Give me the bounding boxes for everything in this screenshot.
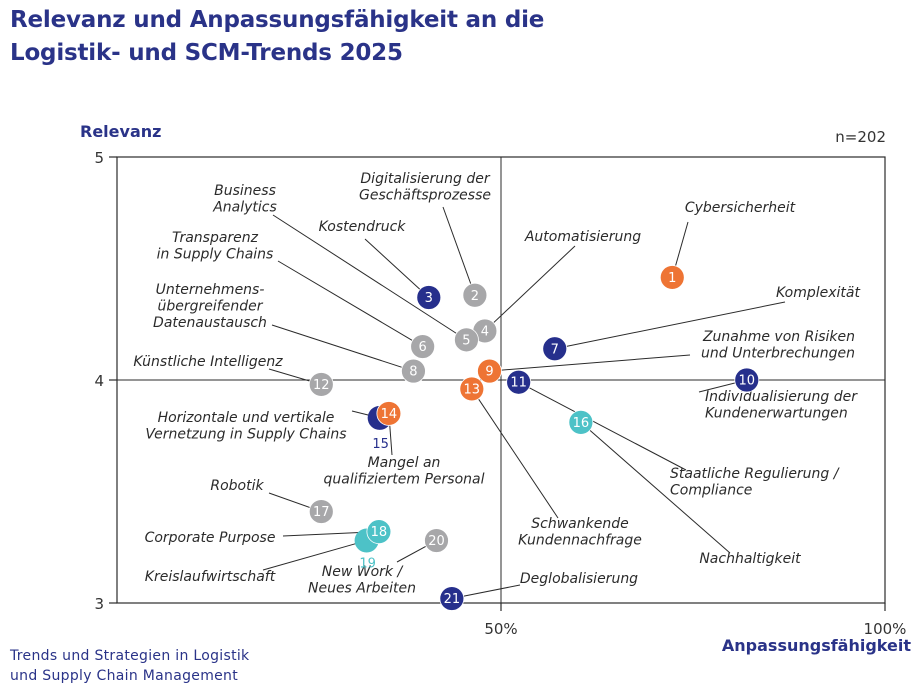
data-point-label: 10 xyxy=(738,374,755,389)
y-tick-label: 4 xyxy=(94,372,104,390)
trend-label: Künstliche Intelligenz xyxy=(133,354,283,370)
data-point-label: 17 xyxy=(313,505,330,520)
data-point xyxy=(410,334,436,359)
trend-label: Geschäftsprozesse xyxy=(359,188,491,204)
data-point xyxy=(376,401,402,426)
chart-title-line-1: Relevanz und Anpassungsfähigkeit an die xyxy=(10,7,545,33)
data-point xyxy=(506,369,532,395)
data-point-label: 7 xyxy=(551,342,559,357)
data-point-label: 16 xyxy=(573,416,590,431)
source-footer: Trends und Strategien in Logistik und Su… xyxy=(10,646,249,686)
leader-line xyxy=(277,260,423,347)
trend-label: Automatisierung xyxy=(524,229,641,245)
trend-label: Individualisierung der xyxy=(705,389,858,405)
trend-label: übergreifender xyxy=(158,299,264,315)
chart-title-line-2: Logistik- und SCM-Trends 2025 xyxy=(10,40,403,66)
trend-label: Analytics xyxy=(212,200,277,216)
data-point-label: 2 xyxy=(471,289,479,304)
data-point xyxy=(568,409,594,435)
trend-label: Schwankende xyxy=(531,516,628,532)
data-point xyxy=(366,519,392,545)
x-tick-label: 100% xyxy=(864,620,907,638)
data-point-label: 6 xyxy=(419,340,427,355)
trend-label: Robotik xyxy=(210,478,264,494)
source-footer-line-2: und Supply Chain Management xyxy=(10,668,239,684)
leader-line xyxy=(518,381,687,471)
data-point-label: 20 xyxy=(428,534,445,549)
data-point-label: 3 xyxy=(425,291,433,306)
leader-line xyxy=(554,301,786,350)
trend-label: Unternehmens- xyxy=(156,282,265,298)
trend-label: Vernetzung in Supply Chains xyxy=(145,427,346,443)
leader-line xyxy=(262,540,367,571)
leader-line xyxy=(484,245,576,332)
trend-label: Kundennachfrage xyxy=(518,533,642,549)
trend-label: Nachhaltigkeit xyxy=(699,551,801,567)
x-axis-title: Anpassungsfähigkeit xyxy=(722,636,911,655)
data-point xyxy=(401,358,426,384)
data-point-label: 14 xyxy=(381,407,398,422)
data-point-label: 21 xyxy=(444,592,461,607)
leader-line xyxy=(364,238,430,298)
trend-label: Horizontale und vertikale xyxy=(158,410,335,426)
data-point xyxy=(424,528,449,553)
trend-label: Digitalisierung der xyxy=(360,171,490,187)
data-point xyxy=(659,265,685,290)
data-point xyxy=(308,372,334,397)
y-axis-title: Relevanz xyxy=(80,122,161,141)
trend-label: Staatliche Regulierung / xyxy=(670,466,840,482)
trend-label: Mangel an xyxy=(368,455,441,471)
data-point-label: 4 xyxy=(481,324,489,339)
trend-label: Transparenz xyxy=(172,230,259,246)
data-point-label: 1 xyxy=(668,271,676,286)
data-point-label: 13 xyxy=(464,382,481,397)
trend-label: New Work / xyxy=(322,564,404,580)
data-point xyxy=(477,358,502,384)
data-point xyxy=(416,285,442,310)
leader-line xyxy=(442,206,476,296)
trend-label: Compliance xyxy=(670,483,752,499)
leader-line xyxy=(272,214,467,341)
data-point xyxy=(542,336,568,362)
trend-label: Kostendruck xyxy=(319,219,407,235)
trend-label: in Supply Chains xyxy=(157,247,274,263)
trend-label: Deglobalisierung xyxy=(520,571,638,587)
x-tick-label: 50% xyxy=(484,620,517,638)
data-point-label: 18 xyxy=(371,525,388,540)
data-point xyxy=(308,499,334,524)
data-point-label: 12 xyxy=(313,378,330,393)
leader-line xyxy=(489,354,691,372)
trend-label: Zunahme von Risiken xyxy=(702,329,855,345)
chart-title: Relevanz und Anpassungsfähigkeit an die … xyxy=(10,4,544,70)
data-point xyxy=(734,367,760,393)
data-point-label: 19 xyxy=(359,557,376,572)
data-point-label: 9 xyxy=(485,365,493,380)
trend-label: Neues Arbeiten xyxy=(308,581,416,597)
trend-label: Datenaustausch xyxy=(153,315,267,331)
trend-label: Kreislaufwirtschaft xyxy=(145,569,276,585)
data-point xyxy=(439,586,465,611)
trend-label: und Unterbrechungen xyxy=(701,346,855,362)
y-tick-label: 3 xyxy=(94,595,104,613)
trend-label: Kundenerwartungen xyxy=(705,406,848,422)
data-point-label: 8 xyxy=(409,365,417,380)
trend-label: qualifiziertem Personal xyxy=(324,472,485,488)
data-point xyxy=(454,327,479,353)
data-point xyxy=(462,282,488,308)
leader-line xyxy=(471,388,559,519)
data-point-label: 15 xyxy=(372,437,389,452)
leader-line xyxy=(580,421,731,554)
leader-line xyxy=(271,324,414,372)
trend-label: Corporate Purpose xyxy=(145,530,276,546)
data-point-label: 11 xyxy=(510,376,527,391)
data-point xyxy=(459,376,485,402)
trend-label: Business xyxy=(214,183,276,199)
y-tick-label: 5 xyxy=(94,149,104,167)
sample-size: n=202 xyxy=(835,128,886,146)
trend-label: Cybersicherheit xyxy=(685,200,796,216)
trend-label: Komplexität xyxy=(776,285,861,301)
source-footer-line-1: Trends und Strategien in Logistik xyxy=(10,648,250,664)
data-point-label: 5 xyxy=(462,333,470,348)
